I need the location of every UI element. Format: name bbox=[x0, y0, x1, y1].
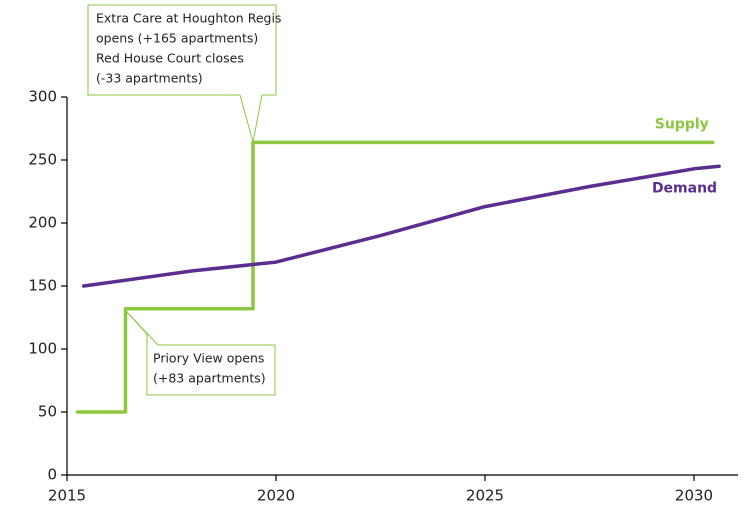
annotation-text: (-33 apartments) bbox=[96, 71, 203, 86]
series-line bbox=[75, 140, 715, 414]
x-tick-label: 2025 bbox=[466, 487, 504, 505]
annotation-box bbox=[87, 4, 277, 143]
series-label: Demand bbox=[652, 180, 717, 196]
y-tick-label: 0 bbox=[47, 466, 57, 484]
y-tick-label: 250 bbox=[28, 151, 57, 169]
annotation-box bbox=[124, 309, 276, 396]
y-tick-label: 200 bbox=[28, 214, 57, 232]
x-tick-label: 2030 bbox=[675, 487, 713, 505]
x-tick-label: 2015 bbox=[48, 487, 86, 505]
annotation-text: Red House Court closes bbox=[96, 51, 244, 66]
callout bbox=[87, 4, 277, 143]
callout bbox=[124, 309, 276, 396]
annotation-text: (+83 apartments) bbox=[153, 371, 266, 386]
annotation-text: Extra Care at Houghton Regis bbox=[96, 11, 281, 26]
series-line bbox=[81, 164, 721, 288]
x-tick-label: 2020 bbox=[257, 487, 295, 505]
series-label: Supply bbox=[655, 116, 709, 132]
y-tick-label: 300 bbox=[28, 88, 57, 106]
y-tick-label: 150 bbox=[28, 277, 57, 295]
annotation-text: opens (+165 apartments) bbox=[96, 31, 258, 46]
annotation-text: Priory View opens bbox=[153, 351, 264, 366]
y-tick-label: 50 bbox=[38, 403, 57, 421]
y-tick-label: 100 bbox=[28, 340, 57, 358]
